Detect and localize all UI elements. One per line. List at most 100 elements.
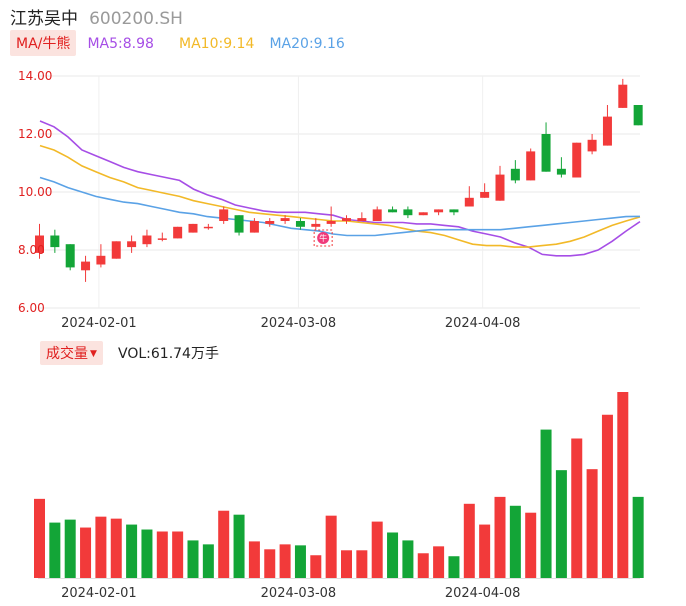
candle [510,160,520,184]
candle [280,215,290,224]
volume-bar [218,510,230,578]
candle [295,218,305,230]
volume-bar [341,550,352,578]
ma10-legend: MA10:9.14 [179,36,255,52]
candle [157,232,167,242]
grid [38,75,640,309]
candle [265,218,275,227]
volume-legend: 成交量 ▼ VOL:61.74万手 [40,341,219,365]
x-tick-label: 2024-02-01 [61,316,137,331]
candlesticks [35,78,643,282]
candle [572,142,582,178]
candle [203,223,213,230]
volume-bar [279,544,291,578]
volume-bar [49,522,61,578]
candle [449,209,459,216]
volume-bar [525,512,537,578]
volume-value: VOL:61.74万手 [118,346,219,362]
candle [127,235,137,253]
stock-header: 江苏吴中 600200.SH [10,4,183,29]
volume-bar [264,549,276,578]
volume-bar [172,531,184,578]
candle [633,105,643,126]
volume-bar [371,521,383,578]
volume-bar [494,496,506,578]
price-axis: 14.00 12.00 10.00 8.00 6.00 [18,69,52,315]
ma20-line [39,176,641,237]
candle [342,215,351,224]
candle [249,218,259,233]
bull-marker-icon [317,232,330,244]
candle [388,206,398,213]
volume-bar [433,546,445,578]
volume-bar [571,438,583,578]
candle [403,206,413,219]
candle [35,223,44,259]
volume-bar [95,516,107,578]
volume-bar [540,429,552,578]
volume-bar [448,556,460,578]
ma-toggle-button[interactable]: MA/牛熊 [10,30,77,56]
volume-bar [586,469,598,578]
volume-indicator-label: 成交量 [46,346,88,362]
volume-bar [479,524,491,578]
volume-bar [126,524,138,578]
volume-bar [310,555,322,578]
volume-bar [187,540,199,578]
candle [587,134,597,155]
candle [541,122,551,172]
volume-bar [402,540,414,578]
y-tick-label: 8.00 [18,243,45,257]
ma10-line [39,144,641,248]
bull-marker-frame [313,229,333,247]
candle [464,186,474,207]
volume-bar [632,496,644,578]
candle [219,206,229,224]
volume-bar [141,529,153,578]
volume-bar [202,544,214,578]
volume-bar [294,545,306,578]
volume-bar [233,514,245,578]
candle [96,244,106,268]
date-axis: 2024-02-01 2024-03-08 2024-04-08 [61,316,520,331]
candle [495,165,505,201]
stock-code: 600200.SH [89,9,183,29]
volume-bars [34,392,644,579]
candle [618,78,628,108]
candle [526,148,536,181]
volume-bar [509,505,521,578]
volume-indicator-dropdown[interactable]: 成交量 ▼ [40,341,103,365]
volume-bar [356,550,368,578]
ma20-legend: MA20:9.16 [269,36,345,52]
candle [111,241,121,259]
candle [65,244,75,271]
bull-marker[interactable]: 牛 [313,229,333,247]
volume-bar [601,414,613,578]
volume-bar [80,527,92,578]
candle [326,206,336,227]
x-tick-label: 2024-02-01 [61,586,137,601]
volume-bar [325,515,337,578]
candle [234,215,244,236]
candle [556,157,566,178]
y-tick-label: 10.00 [18,185,52,199]
candle [480,183,490,198]
volume-bar [555,470,567,578]
ma5-legend: MA5:8.98 [87,36,154,52]
volume-bar [248,541,260,578]
ma-legend: MA/牛熊 MA5:8.98 MA10:9.14 MA20:9.16 [10,30,345,56]
candle [50,229,60,253]
volume-bar [64,519,76,578]
bull-marker-label: 牛 [319,233,327,243]
volume-bar [34,498,45,578]
volume-bar [617,392,629,578]
candle [173,226,183,239]
volume-bar [387,532,399,578]
candle [81,255,91,282]
x-tick-label: 2024-04-08 [445,586,521,601]
volume-bar [417,553,429,578]
volume-bar [463,503,475,578]
candle [418,212,428,216]
candle [311,218,321,230]
